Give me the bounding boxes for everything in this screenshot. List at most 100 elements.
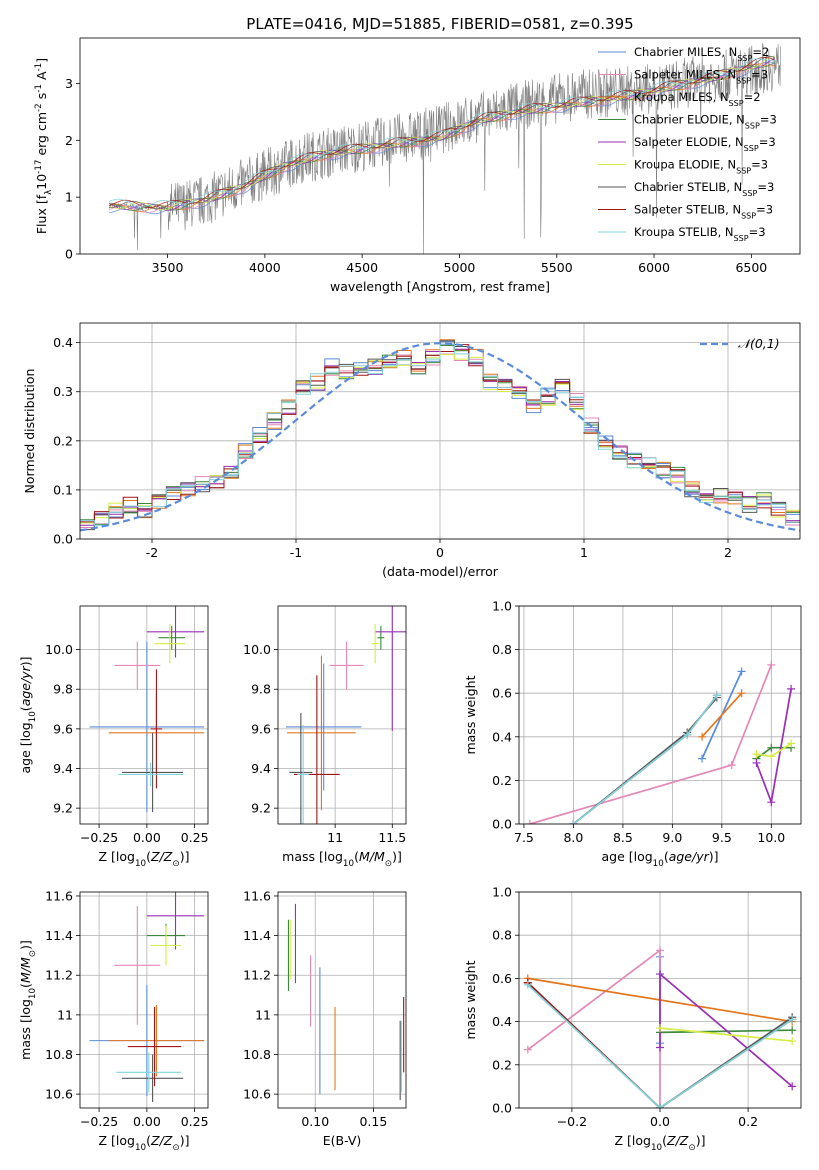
plus-marker (767, 752, 776, 761)
y-tick-label: 10.8 (45, 1047, 73, 1062)
y-tick-label: 9.8 (53, 682, 73, 697)
y-axis-label: Normed distribution (22, 369, 37, 494)
plus-marker (698, 754, 707, 763)
x-axis-label: Z [log10(Z/Z⊙)] (99, 849, 190, 869)
spectrum-legend: Chabrier MILES, NSSP=2 Salpeter MILES, NS… (598, 45, 777, 243)
legend-label: Kroupa ELODIE, NSSP=3 (634, 158, 768, 176)
y-tick-label: 0.2 (492, 1057, 512, 1072)
y-tick-label: 1.0 (492, 599, 512, 614)
y-axis-label: Flux [fλ10-17 erg cm-2 s-1 A-1] (34, 58, 54, 234)
age_vs_mass-plot-area (286, 606, 406, 824)
x-tick-label: 0.25 (181, 1114, 209, 1129)
x-axis-label: Z [log10(Z/Z⊙)] (615, 1133, 706, 1153)
plus-marker (727, 761, 736, 770)
plus-marker (737, 689, 746, 698)
legend-label: Kroupa MILES, NSSP=2 (634, 90, 761, 108)
legend-label: Salpeter MILES, NSSP=3 (634, 68, 768, 86)
x-tick-label: 5000 (444, 260, 476, 275)
weight_vs_Z-panel: −0.2 0.0 0.2 0.0 0.2 0.4 0.6 0.8 1.0 Z [log10(Z/Z… (463, 885, 802, 1153)
spectrum-panel: 3500 4000 4500 5000 5500 6000 6500 0 1 2 3 waveleng… (34, 37, 801, 294)
x-tick-label: 6000 (638, 260, 670, 275)
plus-marker (788, 1015, 797, 1024)
y-tick-label: 0.0 (492, 1101, 512, 1116)
weight_vs_Z-plot-area (523, 946, 797, 1108)
x-axis-label: E(B-V) (323, 1133, 362, 1148)
spectrum-plot-area (108, 43, 781, 254)
plus-marker (656, 946, 664, 955)
legend-label: Chabrier ELODIE, NSSP=3 (634, 113, 777, 131)
x-tick-label: −0.25 (80, 830, 118, 845)
legend-label: Chabrier MILES, NSSP=2 (634, 45, 769, 63)
x-tick-label: 0.2 (738, 1114, 758, 1129)
y-tick-label: 10.6 (243, 1087, 271, 1102)
x-tick-label: 2 (724, 545, 732, 560)
y-tick-label: 0.4 (492, 1014, 512, 1029)
model-fit-line (109, 58, 775, 208)
plus-marker (523, 980, 532, 989)
weight-series-line (701, 692, 743, 738)
plus-marker (788, 1026, 797, 1035)
plus-marker (788, 1082, 797, 1091)
y-axis-label: age [log10(age/yr)] (18, 656, 38, 773)
legend-label: Chabrier STELIB, NSSP=3 (634, 180, 774, 198)
y-tick-label: 9.6 (53, 721, 73, 736)
y-tick-label: 9.2 (251, 801, 271, 816)
y-tick-label: 0.8 (492, 642, 512, 657)
model-fit-line (109, 62, 775, 212)
x-tick-label: 4500 (346, 260, 378, 275)
weight_vs_age-panel: 7.5 8.0 8.5 9.0 9.5 10.0 0.0 0.2 0.4 0.6 0.8 1.0 age… (463, 599, 802, 869)
y-tick-label: 9.8 (251, 682, 271, 697)
x-tick-label: -2 (146, 545, 158, 560)
hist-legend: 𝒩(0,1) (700, 336, 780, 351)
legend-label: Salpeter ELODIE, NSSP=3 (634, 135, 776, 153)
mass_vs_ebv-plot-area (287, 903, 405, 1101)
y-tick-label: 9.6 (251, 721, 271, 736)
x-tick-label: 7.5 (514, 830, 534, 845)
figure-title: PLATE=0416, MJD=51885, FIBERID=0581, z=0… (246, 15, 633, 33)
y-tick-label: 0.4 (53, 335, 73, 350)
x-tick-label: 3500 (152, 260, 184, 275)
x-tick-label: 6500 (735, 260, 767, 275)
y-tick-label: 0.2 (492, 773, 512, 788)
age_vs_mass-panel: 11 11.5 9.2 9.4 9.6 9.8 10.0 mass [log10(M/M⊙)] (243, 605, 407, 869)
plus-marker (737, 667, 746, 676)
model-fit-line (109, 56, 775, 211)
y-tick-label: 11.6 (45, 888, 73, 903)
weight-series-line (527, 948, 661, 1108)
observed-spectrum (108, 43, 781, 254)
x-axis-label: Z [log10(Z/Z⊙)] (99, 1133, 190, 1153)
y-tick-label: 3 (65, 76, 73, 91)
plus-marker (523, 1045, 532, 1054)
x-tick-label: 0 (436, 545, 444, 560)
x-tick-label: 9.5 (712, 830, 732, 845)
x-axis-label: mass [log10(M/M⊙)] (282, 849, 402, 869)
x-tick-label: 1 (580, 545, 588, 560)
axes-frame (79, 605, 209, 825)
y-tick-label: 9.4 (251, 761, 271, 776)
mass_vs_Z-panel: −0.25 0.00 0.25 10.6 10.8 11 11.2 11.4 11.6 Z [lo… (18, 888, 209, 1153)
legend-label: Kroupa STELIB, NSSP=3 (634, 225, 766, 243)
age_vs_Z-plot-area (89, 606, 205, 813)
y-tick-label: 0.6 (492, 686, 512, 701)
plus-marker (569, 820, 578, 824)
y-tick-label: 0.3 (53, 384, 73, 399)
plus-marker (656, 1024, 664, 1033)
y-tick-label: 10.8 (243, 1047, 271, 1062)
y-tick-label: 9.4 (53, 761, 73, 776)
plus-marker (656, 970, 664, 979)
plus-marker (767, 743, 776, 752)
y-tick-label: 10.0 (243, 642, 271, 657)
y-tick-label: 0.1 (53, 482, 73, 497)
legend-label: Salpeter STELIB, NSSP=3 (634, 203, 773, 221)
y-tick-label: 10.6 (45, 1087, 73, 1102)
x-axis-label: wavelength [Angstrom, rest frame] (330, 279, 550, 294)
plus-marker (698, 732, 707, 741)
model-fit-line (109, 55, 775, 210)
plus-marker (787, 684, 796, 693)
x-tick-label: 4000 (249, 260, 281, 275)
weight-series-line (527, 984, 793, 1108)
y-tick-label: 0.6 (492, 971, 512, 986)
y-tick-label: 0.2 (53, 433, 73, 448)
y-tick-label: 11.2 (243, 968, 271, 983)
y-tick-label: 10.0 (45, 642, 73, 657)
